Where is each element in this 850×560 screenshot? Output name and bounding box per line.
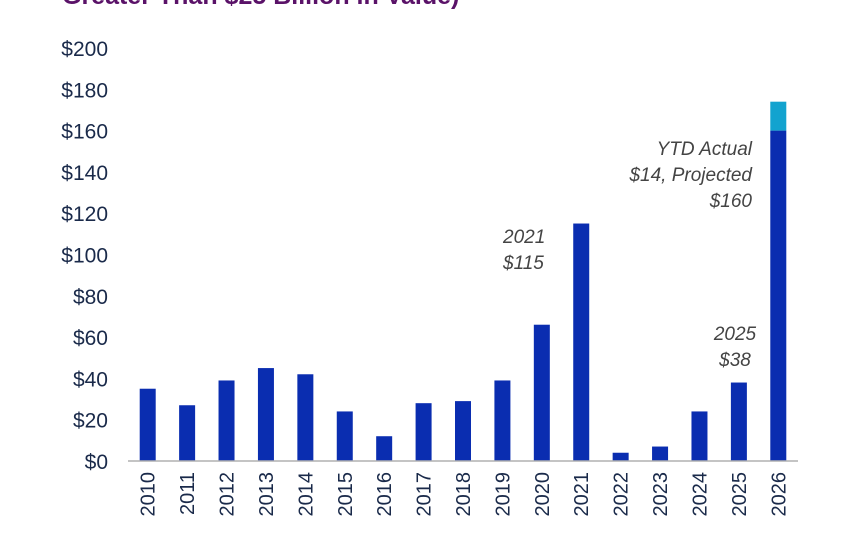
y-tick-label: $60 <box>73 327 108 350</box>
bar-2015 <box>336 411 353 461</box>
chart-title: Greater Than $25 Billion in Value) <box>62 0 459 11</box>
x-tick-label: 2020 <box>532 472 554 517</box>
y-tick-label: $100 <box>61 245 108 268</box>
x-tick-label: 2016 <box>374 472 396 517</box>
x-tick-label: 2026 <box>768 472 790 517</box>
bar-2013 <box>257 368 274 461</box>
bar-2011 <box>179 405 196 461</box>
bar-2017 <box>415 403 432 461</box>
x-axis: 2010 2011 2012 2013 2014 2015 2016 2017 2018 2019… <box>138 472 791 517</box>
x-tick-label: 2019 <box>492 472 514 517</box>
x-tick-label: 2022 <box>611 472 633 517</box>
y-tick-label: $20 <box>73 410 108 433</box>
bar-2014 <box>297 374 314 461</box>
bar-2023 <box>652 446 669 461</box>
x-tick-label: 2015 <box>335 472 357 517</box>
x-tick-label: 2021 <box>571 472 593 517</box>
y-tick-label: $40 <box>73 368 108 391</box>
bars <box>139 101 787 461</box>
bar-2010 <box>139 388 156 461</box>
x-tick-label: 2013 <box>256 472 278 517</box>
annotations: 2021 $115 2025 $38 YTD Actual $14, Projected $… <box>502 139 757 371</box>
bar-2019 <box>494 380 511 461</box>
bar-2025 <box>730 382 747 461</box>
x-tick-label: 2014 <box>295 472 317 517</box>
x-tick-label: 2023 <box>650 472 672 517</box>
y-tick-label: $160 <box>61 121 108 144</box>
annotation-2026: YTD Actual $14, Projected $160 <box>628 139 753 212</box>
bar-2012 <box>218 380 235 461</box>
bar-2021 <box>573 223 590 461</box>
y-tick-label: $180 <box>61 79 108 102</box>
x-tick-label: 2011 <box>177 472 199 515</box>
x-tick-label: 2017 <box>414 472 436 517</box>
bar-2026 <box>770 130 787 461</box>
x-tick-label: 2010 <box>138 472 160 517</box>
x-tick-label: 2024 <box>689 472 711 517</box>
annotation-2025: 2025 $38 <box>713 324 757 371</box>
bar-2022 <box>612 452 629 461</box>
y-tick-label: $80 <box>73 286 108 309</box>
y-axis: $0 $20 $40 $60 $80 $100 $120 $140 $160 $180 $200 <box>61 38 108 474</box>
y-tick-label: $0 <box>85 451 108 474</box>
bar-2024 <box>691 411 708 461</box>
y-tick-label: $140 <box>61 162 108 185</box>
bar-2016 <box>376 436 393 461</box>
y-tick-label: $120 <box>61 203 108 226</box>
x-tick-label: 2025 <box>729 472 751 517</box>
x-tick-label: 2012 <box>217 472 239 517</box>
annotation-2021: 2021 $115 <box>502 227 545 274</box>
bar-2018 <box>455 401 471 461</box>
y-tick-label: $200 <box>61 38 108 61</box>
x-tick-label: 2018 <box>453 472 475 517</box>
bar-2020 <box>533 324 550 461</box>
bar-2026-segment-1 <box>770 101 787 131</box>
